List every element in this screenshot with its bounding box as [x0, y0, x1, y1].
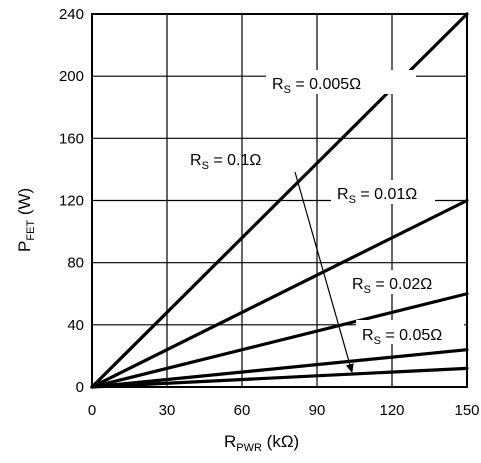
- tick-labels: 0 30 60 90 120 150 0 40 80 120 160 200 240: [59, 6, 480, 419]
- label-value: = 0.01Ω: [356, 186, 417, 203]
- label-value: = 0.05Ω: [381, 327, 442, 344]
- x-tick-label: 120: [379, 402, 404, 419]
- y-axis-title: PFET (W): [15, 188, 37, 252]
- label-main: R: [272, 76, 284, 93]
- label-subscript: S: [349, 194, 356, 206]
- y-tick-label: 80: [67, 255, 84, 272]
- label-subscript: S: [374, 335, 381, 347]
- label-main: R: [362, 327, 374, 344]
- y-tick-label: 200: [59, 68, 84, 85]
- y-tick-label: 40: [67, 317, 84, 334]
- label-value: (W): [15, 188, 34, 220]
- label-main: R: [337, 186, 349, 203]
- label-subscript: PWR: [236, 442, 262, 454]
- series-line: [90, 348, 469, 389]
- axis-titles: RPWR (kΩ) PFET (W): [15, 188, 299, 454]
- label-main: P: [15, 241, 34, 252]
- plot-frame: [91, 13, 468, 388]
- series-label: RS = 0.005Ω: [272, 76, 361, 96]
- series-label: RS = 0.1Ω: [190, 152, 261, 172]
- x-tick-label: 90: [309, 402, 326, 419]
- label-main: R: [190, 152, 202, 169]
- x-tick-label: 30: [159, 402, 176, 419]
- label-value: (kΩ): [262, 432, 299, 451]
- leader-arrow: [294, 171, 354, 374]
- label-subscript: S: [364, 284, 371, 296]
- label-subscript: S: [284, 84, 291, 96]
- y-tick-label: 0: [76, 379, 84, 396]
- label-subscript: FET: [25, 220, 37, 241]
- label-value: = 0.1Ω: [209, 152, 261, 169]
- label-main: R: [352, 276, 364, 293]
- series-line: [90, 366, 469, 389]
- x-tick-label: 60: [234, 402, 251, 419]
- y-tick-label: 160: [59, 130, 84, 147]
- x-axis-title: RPWR (kΩ): [224, 432, 299, 454]
- series-line: [90, 198, 469, 389]
- label-value: = 0.005Ω: [291, 76, 361, 93]
- series-line: [90, 292, 469, 389]
- label-background: [266, 70, 416, 94]
- label-value: = 0.02Ω: [371, 276, 432, 293]
- y-tick-label: 120: [59, 193, 84, 210]
- label-main: R: [224, 432, 236, 451]
- label-subscript: S: [202, 160, 209, 172]
- series-label: RS = 0.05Ω: [362, 327, 442, 347]
- series-label: RS = 0.02Ω: [352, 276, 432, 296]
- y-tick-label: 240: [59, 6, 84, 23]
- series-label: RS = 0.01Ω: [337, 186, 417, 206]
- label-background: [356, 320, 464, 344]
- label-background: [331, 180, 435, 204]
- x-tick-label: 0: [88, 402, 96, 419]
- x-tick-label: 150: [454, 402, 479, 419]
- label-background: [346, 270, 450, 294]
